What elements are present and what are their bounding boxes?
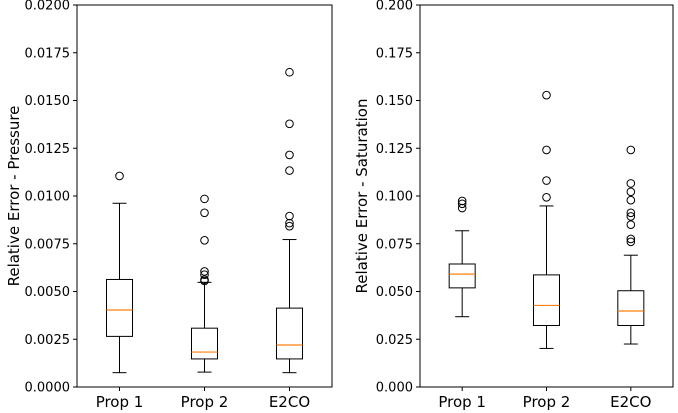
outlier-point — [285, 67, 294, 77]
pressure-ytick-label: 0.0025 — [25, 333, 71, 348]
pressure-ytick-label: 0.0125 — [25, 142, 71, 157]
saturation-ytick-label: 0.150 — [376, 94, 413, 109]
interquartile-box — [191, 327, 218, 360]
saturation-y-axis-label: Relative Error - Saturation — [353, 99, 371, 294]
outlier-point — [285, 211, 294, 221]
outlier-point — [542, 145, 551, 155]
outlier-point — [285, 218, 294, 228]
saturation-ytick-label: 0.175 — [376, 46, 413, 61]
saturation-ytick-label: 0.000 — [376, 381, 413, 396]
pressure-y-axis-label: Relative Error - Pressure — [5, 106, 23, 287]
outlier-point — [542, 90, 551, 100]
pressure-box-e2co — [275, 67, 303, 374]
outlier-point — [626, 212, 636, 221]
outlier-point — [626, 187, 636, 197]
outlier-point — [626, 195, 636, 205]
pressure-ytick-label: 0.0000 — [25, 381, 71, 396]
saturation-xtick-label: E2CO — [610, 393, 651, 411]
outlier-point — [457, 196, 467, 206]
pressure-boxplot-panel: 0.0000 0.0025 0.0050 0.0075 0.0100 0.0125 0.01… — [5, 0, 333, 411]
outlier-point — [457, 199, 467, 209]
pressure-ytick-label: 0.0150 — [25, 94, 71, 109]
outlier-point — [626, 145, 636, 155]
pressure-ytick-label: 0.0075 — [25, 237, 71, 252]
saturation-ytick-label: 0.200 — [376, 0, 413, 14]
saturation-box-prop-2 — [533, 90, 560, 349]
saturation-ytick-label: 0.025 — [376, 333, 413, 348]
saturation-xtick-label: Prop 1 — [438, 393, 486, 411]
saturation-boxplot-panel: 0.000 0.025 0.050 0.075 0.100 0.125 0.150 0.175… — [353, 0, 674, 411]
outlier-point — [542, 176, 551, 185]
saturation-ytick-label: 0.100 — [376, 190, 413, 205]
outlier-point — [285, 119, 294, 129]
saturation-ytick-label: 0.050 — [376, 285, 413, 300]
outlier-point — [200, 270, 209, 279]
outlier-point — [457, 203, 467, 213]
interquartile-box — [617, 290, 645, 326]
pressure-xtick-label: Prop 2 — [181, 393, 229, 411]
outlier-point — [200, 194, 209, 204]
outlier-point — [285, 221, 294, 231]
outlier-point — [285, 166, 294, 175]
outlier-point — [115, 171, 124, 181]
pressure-ytick-label: 0.0100 — [25, 190, 71, 205]
outlier-point — [200, 275, 209, 284]
pressure-ytick-label: 0.0175 — [25, 46, 71, 61]
pressure-ytick-label: 0.0050 — [25, 285, 71, 300]
interquartile-box — [533, 274, 560, 326]
pressure-xtick-label: Prop 1 — [96, 393, 144, 411]
outlier-point — [626, 237, 636, 247]
outlier-point — [626, 220, 636, 229]
saturation-xtick-label: Prop 2 — [523, 393, 571, 411]
pressure-xtick-label: E2CO — [269, 393, 310, 411]
saturation-ytick-label: 0.075 — [376, 237, 413, 252]
outlier-point — [626, 179, 636, 188]
interquartile-box — [448, 263, 476, 289]
outlier-point — [200, 236, 209, 245]
saturation-box-prop-1 — [448, 196, 476, 318]
saturation-ytick-label: 0.125 — [376, 142, 413, 157]
pressure-box-prop-1 — [106, 171, 134, 374]
outlier-point — [626, 234, 636, 244]
outlier-point — [626, 208, 636, 218]
pressure-ytick-label: 0.0200 — [25, 0, 71, 14]
outlier-point — [200, 267, 209, 276]
outlier-point — [200, 208, 209, 218]
interquartile-box — [106, 278, 134, 337]
saturation-box-e2co — [617, 145, 645, 345]
pressure-box-prop-2 — [191, 194, 218, 373]
outlier-point — [285, 150, 294, 160]
interquartile-box — [275, 307, 303, 360]
outlier-point — [542, 193, 551, 202]
